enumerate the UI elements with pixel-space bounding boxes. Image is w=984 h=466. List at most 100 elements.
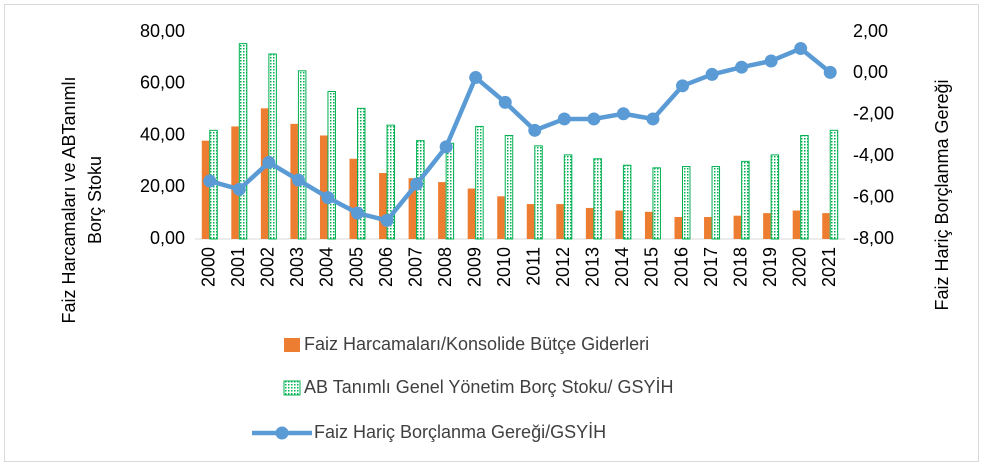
line-marker	[735, 60, 749, 74]
bar	[379, 173, 387, 239]
x-tick-label: 2002	[258, 247, 278, 287]
line-marker	[646, 112, 660, 126]
bar	[438, 182, 446, 239]
bar	[319, 135, 328, 239]
bar	[674, 217, 682, 239]
line-marker	[410, 177, 424, 191]
bar	[475, 125, 484, 240]
bar	[770, 154, 780, 240]
x-tick-label: 2000	[199, 247, 219, 287]
y2-tick-label: -8,00	[853, 228, 894, 248]
x-tick-label: 2009	[464, 247, 484, 287]
bar	[357, 107, 366, 240]
y-axis-label: Faiz Harcamaları ve ABTanımlı	[59, 76, 79, 323]
x-tick-label: 2018	[730, 247, 750, 287]
line-marker	[794, 42, 808, 56]
x-tick-label: 2020	[789, 247, 809, 287]
bar	[231, 126, 239, 239]
bar	[504, 135, 514, 240]
line-marker	[469, 71, 483, 85]
bar	[526, 204, 535, 239]
y2-tick-label: -6,00	[853, 186, 894, 206]
bar	[652, 167, 661, 240]
line-marker	[676, 79, 689, 93]
line-marker	[823, 65, 837, 79]
x-tick-label: 2008	[435, 247, 455, 287]
line-marker	[616, 107, 630, 121]
x-tick-label: 2012	[553, 247, 573, 287]
y-tick-label: 60,00	[140, 73, 185, 93]
bar	[615, 210, 623, 239]
legend-label: AB Tanımlı Genel Yönetim Borç Stoku/ GSY…	[304, 377, 674, 397]
bar	[622, 164, 632, 240]
bar	[260, 108, 269, 239]
legend-swatch	[284, 338, 300, 352]
y2-tick-label: 2,00	[853, 21, 888, 41]
y-tick-label: 20,00	[140, 176, 185, 196]
x-tick-label: 2015	[642, 247, 662, 287]
bar	[445, 142, 455, 240]
x-tick-label: 2011	[524, 247, 544, 286]
bar	[822, 213, 830, 239]
x-tick-label: 2006	[376, 247, 396, 287]
x-tick-label: 2016	[671, 247, 691, 287]
legend-label: Faiz Hariç Borçlanma Gereği/GSYİH	[314, 422, 606, 442]
x-tick-label: 2007	[405, 247, 425, 287]
bar	[704, 217, 712, 239]
x-tick-label: 2021	[819, 247, 839, 287]
y-tick-label: 40,00	[140, 124, 185, 144]
x-tick-label: 2005	[346, 247, 366, 287]
line-marker	[291, 173, 305, 187]
bar	[349, 158, 357, 239]
x-tick-label: 2014	[612, 247, 632, 287]
bar	[297, 70, 307, 240]
legend-swatch	[275, 426, 289, 440]
line-marker	[232, 182, 246, 196]
bar	[682, 166, 691, 240]
bar	[467, 188, 476, 239]
legend-swatch	[283, 380, 301, 396]
y-tick-label: 80,00	[140, 21, 185, 41]
y-axis-label: Borç Stoku	[85, 156, 105, 244]
bar	[556, 204, 564, 239]
chart-border	[4, 4, 979, 462]
x-tick-label: 2004	[317, 247, 337, 287]
bar	[238, 43, 248, 240]
y2-tick-label: 0,00	[853, 62, 888, 82]
line-marker	[203, 174, 217, 188]
x-tick-label: 2003	[287, 247, 307, 287]
bar	[386, 124, 396, 240]
line-marker	[380, 213, 394, 227]
bar	[534, 145, 543, 240]
y2-tick-label: -2,00	[853, 104, 894, 124]
bar	[497, 196, 505, 239]
line-marker	[498, 95, 512, 109]
line-marker	[439, 140, 453, 154]
bar	[585, 207, 594, 239]
x-tick-label: 2019	[760, 247, 780, 287]
bar	[268, 53, 277, 240]
bar	[327, 91, 336, 240]
bar	[763, 213, 771, 239]
bar	[741, 160, 750, 240]
bar	[563, 154, 573, 240]
line-marker	[557, 112, 571, 126]
line-marker	[262, 155, 276, 169]
line-marker	[705, 67, 719, 81]
bar	[408, 178, 417, 239]
bar	[593, 158, 602, 240]
line-marker	[764, 54, 778, 68]
bar	[800, 135, 809, 240]
x-tick-label: 2010	[494, 247, 514, 287]
x-tick-label: 2017	[701, 247, 721, 287]
line-marker	[321, 191, 335, 205]
x-tick-label: 2001	[228, 247, 248, 287]
legend-label: Faiz Harcamaları/Konsolide Bütçe Giderle…	[304, 334, 649, 354]
line-marker	[587, 112, 601, 126]
line-marker	[528, 123, 542, 137]
bar	[644, 211, 653, 239]
bar	[829, 129, 839, 240]
line	[209, 46, 832, 223]
